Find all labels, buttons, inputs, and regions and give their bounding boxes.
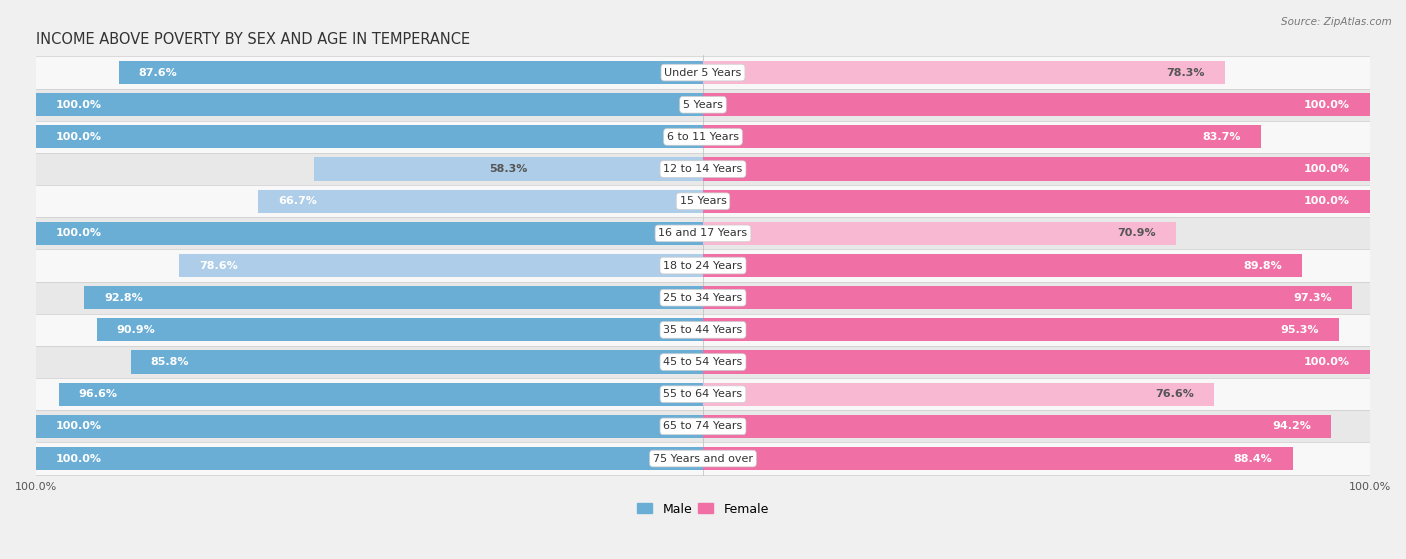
- FancyBboxPatch shape: [37, 378, 1369, 410]
- FancyBboxPatch shape: [37, 217, 1369, 249]
- Bar: [703, 286, 1353, 309]
- Text: 12 to 14 Years: 12 to 14 Years: [664, 164, 742, 174]
- Text: 16 and 17 Years: 16 and 17 Years: [658, 229, 748, 238]
- Bar: [703, 158, 1369, 181]
- Text: 55 to 64 Years: 55 to 64 Years: [664, 389, 742, 399]
- Text: 100.0%: 100.0%: [1303, 196, 1350, 206]
- Text: 100.0%: 100.0%: [1303, 100, 1350, 110]
- Text: 95.3%: 95.3%: [1279, 325, 1319, 335]
- Text: 18 to 24 Years: 18 to 24 Years: [664, 260, 742, 271]
- Text: 85.8%: 85.8%: [150, 357, 190, 367]
- Text: 100.0%: 100.0%: [56, 421, 103, 432]
- FancyBboxPatch shape: [37, 346, 1369, 378]
- Text: 97.3%: 97.3%: [1294, 293, 1331, 303]
- Bar: [703, 190, 1369, 213]
- Text: 5 Years: 5 Years: [683, 100, 723, 110]
- Text: 45 to 54 Years: 45 to 54 Years: [664, 357, 742, 367]
- FancyBboxPatch shape: [37, 56, 1369, 89]
- Bar: [314, 158, 703, 181]
- Bar: [703, 254, 1302, 277]
- Text: 35 to 44 Years: 35 to 44 Years: [664, 325, 742, 335]
- FancyBboxPatch shape: [37, 121, 1369, 153]
- Bar: [703, 93, 1369, 116]
- Bar: [131, 350, 703, 373]
- Bar: [703, 318, 1339, 342]
- FancyBboxPatch shape: [37, 153, 1369, 185]
- Text: 100.0%: 100.0%: [56, 453, 103, 463]
- Text: 15 Years: 15 Years: [679, 196, 727, 206]
- Bar: [703, 415, 1331, 438]
- Text: 94.2%: 94.2%: [1272, 421, 1312, 432]
- Text: 88.4%: 88.4%: [1233, 453, 1272, 463]
- Text: 100.0%: 100.0%: [1303, 357, 1350, 367]
- Legend: Male, Female: Male, Female: [633, 498, 773, 520]
- Bar: [703, 447, 1292, 470]
- FancyBboxPatch shape: [37, 249, 1369, 282]
- Text: 100.0%: 100.0%: [56, 229, 103, 238]
- Text: 6 to 11 Years: 6 to 11 Years: [666, 132, 740, 142]
- Text: 65 to 74 Years: 65 to 74 Years: [664, 421, 742, 432]
- Bar: [37, 447, 703, 470]
- Bar: [84, 286, 703, 309]
- Text: 25 to 34 Years: 25 to 34 Years: [664, 293, 742, 303]
- Text: 58.3%: 58.3%: [489, 164, 527, 174]
- FancyBboxPatch shape: [37, 314, 1369, 346]
- Text: 78.3%: 78.3%: [1167, 68, 1205, 78]
- Text: 90.9%: 90.9%: [117, 325, 156, 335]
- Bar: [703, 383, 1213, 406]
- Text: 100.0%: 100.0%: [56, 132, 103, 142]
- FancyBboxPatch shape: [37, 89, 1369, 121]
- Bar: [37, 125, 703, 149]
- Text: 83.7%: 83.7%: [1202, 132, 1241, 142]
- Bar: [37, 93, 703, 116]
- Bar: [703, 222, 1175, 245]
- Text: 96.6%: 96.6%: [79, 389, 118, 399]
- Bar: [703, 61, 1225, 84]
- Bar: [179, 254, 703, 277]
- FancyBboxPatch shape: [37, 443, 1369, 475]
- Text: Source: ZipAtlas.com: Source: ZipAtlas.com: [1281, 17, 1392, 27]
- Text: 75 Years and over: 75 Years and over: [652, 453, 754, 463]
- Text: 100.0%: 100.0%: [56, 100, 103, 110]
- Bar: [703, 125, 1261, 149]
- Text: 70.9%: 70.9%: [1118, 229, 1156, 238]
- FancyBboxPatch shape: [37, 185, 1369, 217]
- Bar: [37, 415, 703, 438]
- Text: 100.0%: 100.0%: [1303, 164, 1350, 174]
- Bar: [703, 350, 1369, 373]
- Text: 87.6%: 87.6%: [139, 68, 177, 78]
- Bar: [37, 222, 703, 245]
- Text: 66.7%: 66.7%: [278, 196, 318, 206]
- Bar: [120, 61, 703, 84]
- Bar: [97, 318, 703, 342]
- Text: 78.6%: 78.6%: [198, 260, 238, 271]
- Text: 76.6%: 76.6%: [1154, 389, 1194, 399]
- Text: 89.8%: 89.8%: [1243, 260, 1282, 271]
- Text: Under 5 Years: Under 5 Years: [665, 68, 741, 78]
- Bar: [59, 383, 703, 406]
- FancyBboxPatch shape: [37, 282, 1369, 314]
- Text: INCOME ABOVE POVERTY BY SEX AND AGE IN TEMPERANCE: INCOME ABOVE POVERTY BY SEX AND AGE IN T…: [37, 32, 470, 47]
- Bar: [259, 190, 703, 213]
- FancyBboxPatch shape: [37, 410, 1369, 443]
- Text: 92.8%: 92.8%: [104, 293, 143, 303]
